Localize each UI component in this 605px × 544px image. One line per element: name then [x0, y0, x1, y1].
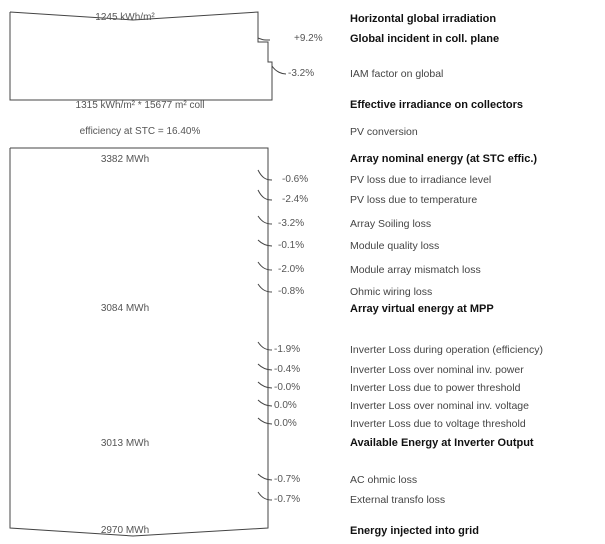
stage-grid-label: Energy injected into grid — [350, 525, 479, 537]
loss-pct: -0.4% — [274, 364, 301, 375]
loss-pct: -0.8% — [278, 286, 305, 297]
loss-pct: -2.0% — [278, 264, 305, 275]
loss-pct: -0.0% — [274, 382, 301, 393]
loss-label: Module array mismatch loss — [350, 264, 481, 276]
loss-pct: -3.2% — [278, 218, 305, 229]
loss-pct: -0.1% — [278, 240, 305, 251]
loss-label: Array Soiling loss — [350, 218, 432, 230]
array-nominal-value: 3382 MWh — [100, 154, 150, 165]
stage-array-virtual-label: Array virtual energy at MPP — [350, 303, 494, 315]
loss-label: Global incident in coll. plane — [350, 33, 500, 45]
loss-label: Inverter Loss due to power threshold — [350, 382, 521, 394]
loss-pct: -0.6% — [282, 174, 309, 185]
stc-efficiency-value: efficiency at STC = 16.40% — [79, 126, 201, 137]
loss-label: External transfo loss — [350, 494, 446, 506]
loss-pct: -1.9% — [274, 344, 301, 355]
loss-label: Module quality loss — [350, 240, 440, 252]
array-virtual-value: 3084 MWh — [100, 303, 150, 314]
stage-inverter-output-label: Available Energy at Inverter Output — [350, 437, 534, 449]
loss-pct: -0.7% — [274, 474, 301, 485]
energy-block — [9, 147, 269, 537]
horizontal-irradiation-value: 1245 kWh/m² — [95, 12, 155, 23]
stage-effective-label: Effective irradiance on collectors — [350, 99, 524, 111]
irradiation-block — [9, 11, 273, 101]
loss-label: Inverter Loss over nominal inv. power — [350, 364, 524, 376]
stage-pv-conversion-label: PV conversion — [350, 126, 418, 138]
loss-pct: -3.2% — [288, 68, 315, 79]
stage-horizontal-label: Horizontal global irradiation — [350, 13, 497, 25]
loss-label: AC ohmic loss — [350, 474, 418, 486]
loss-arrows — [257, 37, 287, 501]
loss-pct: 0.0% — [274, 400, 297, 411]
loss-label: Inverter Loss due to voltage threshold — [350, 418, 526, 430]
grid-injected-value: 2970 MWh — [100, 525, 150, 536]
stage-array-nominal-label: Array nominal energy (at STC effic.) — [350, 153, 538, 165]
loss-label: PV loss due to irradiance level — [350, 174, 492, 186]
loss-pct: -2.4% — [282, 194, 309, 205]
loss-label: Inverter Loss during operation (efficien… — [350, 344, 543, 356]
loss-label: Inverter Loss over nominal inv. voltage — [350, 400, 529, 412]
loss-label: Ohmic wiring loss — [350, 286, 433, 298]
loss-label: IAM factor on global — [350, 68, 444, 80]
loss-pct: 0.0% — [274, 418, 297, 429]
inverter-output-value: 3013 MWh — [100, 438, 150, 449]
loss-pct: -0.7% — [274, 494, 301, 505]
loss-pct: +9.2% — [294, 33, 323, 44]
effective-irradiance-value: 1315 kWh/m² * 15677 m² coll — [75, 100, 205, 111]
loss-label: PV loss due to temperature — [350, 194, 478, 206]
